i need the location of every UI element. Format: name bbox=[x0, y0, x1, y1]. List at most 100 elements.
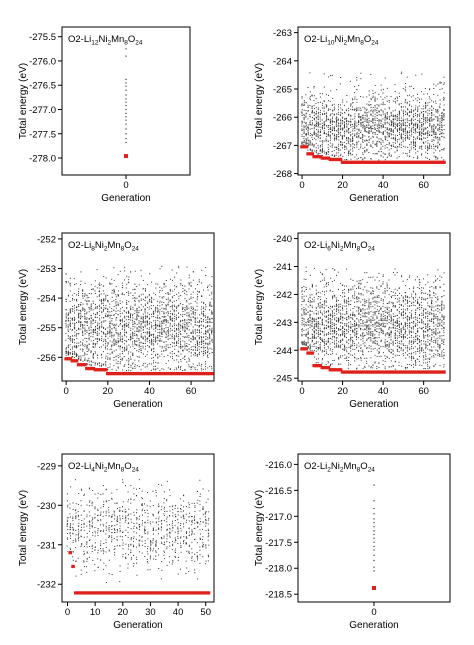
population-point bbox=[341, 143, 343, 145]
population-point bbox=[341, 135, 343, 137]
population-point bbox=[157, 356, 159, 358]
population-point bbox=[188, 325, 190, 327]
population-point bbox=[111, 310, 113, 312]
population-point bbox=[201, 340, 203, 342]
population-point bbox=[157, 334, 159, 336]
population-point bbox=[358, 124, 360, 126]
population-point bbox=[356, 110, 358, 112]
population-point bbox=[404, 136, 406, 138]
population-point bbox=[84, 333, 86, 335]
population-point bbox=[203, 306, 205, 308]
best-energy-point bbox=[172, 372, 177, 376]
population-point bbox=[398, 129, 400, 131]
population-point bbox=[119, 353, 121, 355]
population-point bbox=[82, 297, 84, 299]
population-point bbox=[192, 316, 194, 318]
population-point bbox=[402, 113, 404, 115]
population-point bbox=[349, 152, 351, 154]
population-point bbox=[418, 132, 420, 134]
population-point bbox=[356, 109, 358, 111]
population-point bbox=[435, 126, 437, 128]
population-point bbox=[399, 132, 401, 134]
population-point bbox=[419, 118, 421, 120]
population-point bbox=[313, 318, 315, 320]
population-point bbox=[165, 312, 167, 314]
population-point bbox=[132, 335, 134, 337]
population-point bbox=[84, 352, 86, 354]
population-point bbox=[395, 102, 397, 104]
population-point bbox=[405, 152, 407, 154]
population-point bbox=[134, 334, 136, 336]
population-point bbox=[403, 145, 405, 147]
population-point bbox=[427, 136, 429, 138]
population-point bbox=[90, 293, 92, 295]
population-point bbox=[182, 350, 184, 352]
population-point bbox=[107, 309, 109, 311]
population-point bbox=[101, 311, 103, 313]
population-point bbox=[307, 110, 309, 112]
population-point bbox=[414, 112, 416, 114]
population-point bbox=[309, 300, 311, 302]
population-point bbox=[356, 144, 358, 146]
population-point bbox=[124, 327, 126, 329]
population-point bbox=[211, 311, 213, 313]
population-point bbox=[90, 309, 92, 311]
population-point bbox=[311, 95, 313, 97]
best-energy-point bbox=[399, 160, 404, 164]
population-point bbox=[382, 152, 384, 154]
best-energy-point bbox=[352, 160, 357, 164]
population-point bbox=[121, 318, 123, 320]
population-point bbox=[65, 309, 67, 311]
best-energy-point bbox=[312, 155, 317, 159]
population-point bbox=[372, 122, 374, 124]
population-point bbox=[376, 137, 378, 139]
population-point bbox=[319, 137, 321, 139]
population-point bbox=[113, 338, 115, 340]
population-point bbox=[301, 308, 303, 310]
population-point bbox=[115, 362, 117, 364]
population-point bbox=[65, 351, 67, 353]
population-point bbox=[331, 121, 333, 123]
population-point bbox=[167, 367, 169, 369]
population-point bbox=[433, 148, 435, 150]
population-point bbox=[354, 123, 356, 125]
population-point bbox=[404, 128, 406, 130]
population-point bbox=[211, 312, 213, 314]
population-point bbox=[127, 316, 129, 318]
population-point bbox=[368, 127, 370, 129]
population-point bbox=[378, 130, 380, 132]
population-point bbox=[80, 314, 82, 316]
population-point bbox=[88, 333, 90, 335]
population-point bbox=[130, 292, 132, 294]
population-point bbox=[76, 294, 78, 296]
population-point bbox=[309, 139, 311, 141]
population-point bbox=[374, 119, 376, 121]
population-point bbox=[305, 125, 307, 127]
population-point bbox=[159, 268, 161, 270]
population-point bbox=[165, 320, 167, 322]
best-energy-point bbox=[118, 372, 123, 376]
population-point bbox=[370, 73, 372, 75]
population-point bbox=[352, 150, 354, 152]
population-point bbox=[319, 144, 321, 146]
population-point bbox=[301, 291, 303, 293]
population-point bbox=[140, 294, 142, 296]
population-point bbox=[190, 331, 192, 333]
population-point bbox=[167, 326, 169, 328]
population-point bbox=[109, 306, 111, 308]
population-point bbox=[194, 309, 196, 311]
population-point bbox=[305, 309, 307, 311]
population-point bbox=[125, 89, 127, 91]
population-point bbox=[128, 318, 130, 320]
population-point bbox=[411, 127, 413, 129]
population-point bbox=[169, 325, 171, 327]
population-point bbox=[362, 140, 364, 142]
population-point bbox=[421, 126, 423, 128]
population-point bbox=[376, 142, 378, 144]
population-point bbox=[82, 343, 84, 345]
population-point bbox=[201, 313, 203, 315]
population-point bbox=[343, 122, 345, 124]
population-point bbox=[311, 285, 313, 287]
population-point bbox=[165, 331, 167, 333]
population-point bbox=[69, 308, 71, 310]
